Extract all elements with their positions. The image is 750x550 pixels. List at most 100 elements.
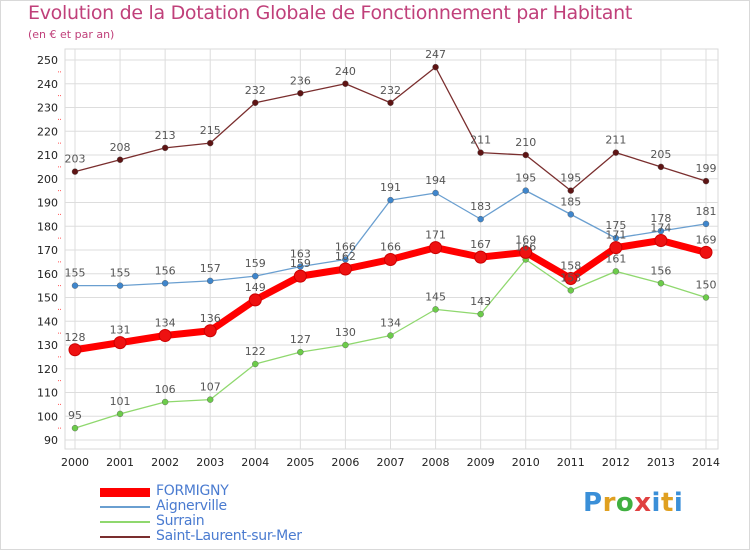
data-point <box>161 144 169 152</box>
x-tick-label: 2005 <box>286 456 314 469</box>
data-point <box>429 241 443 255</box>
data-label: 194 <box>425 174 446 187</box>
y-tick-label: 240 <box>37 78 58 91</box>
legend-swatch <box>100 506 150 508</box>
y-tick-label: 250 <box>37 54 58 67</box>
data-label: 143 <box>470 295 491 308</box>
data-point <box>522 151 529 159</box>
data-label: 174 <box>650 222 671 235</box>
x-tick-label: 2004 <box>241 456 269 469</box>
data-point <box>564 272 578 285</box>
x-tick-label: 2012 <box>602 456 630 469</box>
y-tick-label: 190 <box>37 197 58 210</box>
legend-swatch <box>100 536 150 538</box>
data-point <box>387 99 394 106</box>
data-label: 169 <box>515 233 536 246</box>
data-point <box>387 196 394 204</box>
data-label: 157 <box>200 262 221 275</box>
data-point <box>387 332 394 339</box>
legend-label: Surrain <box>156 513 205 529</box>
data-point <box>158 329 172 342</box>
data-label: 161 <box>605 252 626 265</box>
data-label: 134 <box>155 317 176 330</box>
x-tick-label: 2014 <box>692 456 720 469</box>
data-point <box>68 343 82 357</box>
data-point <box>113 336 127 350</box>
y-tick-label: 140 <box>37 315 58 328</box>
data-label: 181 <box>696 205 717 218</box>
data-point <box>519 245 533 259</box>
data-point <box>657 280 665 287</box>
proxiti-logo: Proxiti <box>583 488 684 518</box>
data-label: 166 <box>380 241 401 254</box>
data-point <box>207 277 214 285</box>
data-label: 247 <box>425 48 446 61</box>
data-point <box>474 250 488 264</box>
y-tick-label: 130 <box>37 339 58 352</box>
data-point <box>161 398 169 406</box>
data-label: 166 <box>335 241 356 254</box>
data-label: 215 <box>200 124 221 137</box>
chart-title: Evolution de la Dotation Globale de Fonc… <box>28 2 633 24</box>
data-point <box>116 156 124 163</box>
data-point <box>342 80 349 87</box>
data-point <box>699 245 713 259</box>
data-label: 195 <box>515 172 536 185</box>
data-point <box>477 310 484 318</box>
data-point <box>71 424 79 432</box>
data-label: 167 <box>470 238 491 251</box>
x-tick-label: 2002 <box>151 456 179 469</box>
data-point <box>203 324 217 338</box>
data-label: 159 <box>245 257 266 270</box>
data-label: 171 <box>425 229 446 242</box>
data-point <box>248 293 262 307</box>
data-label: 195 <box>560 172 581 185</box>
data-point <box>567 287 574 294</box>
data-label: 156 <box>155 264 176 277</box>
data-point <box>252 360 259 368</box>
data-label: 155 <box>110 267 131 280</box>
data-label: 128 <box>65 331 86 344</box>
legend-label: Saint-Laurent-sur-Mer <box>156 528 302 544</box>
data-point <box>657 163 665 171</box>
y-tick-label: 110 <box>37 387 58 400</box>
data-label: 131 <box>110 324 131 337</box>
data-label: 208 <box>110 141 131 154</box>
data-point <box>71 168 79 175</box>
x-tick-label: 2013 <box>647 456 675 469</box>
data-label: 95 <box>68 409 82 422</box>
data-label: 166 <box>515 241 536 254</box>
y-tick-label: 90 <box>44 434 58 447</box>
data-point <box>654 234 668 247</box>
y-tick-label: 100 <box>37 410 58 423</box>
data-label: 153 <box>560 271 581 284</box>
data-label: 203 <box>65 153 86 166</box>
data-point <box>207 139 214 147</box>
data-point <box>432 63 439 71</box>
legend-label: Aignerville <box>156 498 227 514</box>
legend-swatch <box>100 521 150 523</box>
y-tick-label: 170 <box>37 244 58 257</box>
data-label: 183 <box>470 200 491 213</box>
data-point <box>477 149 484 156</box>
x-tick-label: 2000 <box>61 456 89 469</box>
x-tick-label: 2009 <box>467 456 495 469</box>
data-point <box>71 282 79 289</box>
data-point <box>609 241 623 255</box>
data-label: 178 <box>650 212 671 225</box>
y-tick-label: 230 <box>37 102 58 115</box>
data-label: 211 <box>605 134 626 147</box>
data-point <box>522 187 529 194</box>
data-label: 158 <box>560 260 581 273</box>
x-tick-label: 2008 <box>422 456 450 469</box>
x-tick-label: 2011 <box>557 456 585 469</box>
data-label: 136 <box>200 312 221 325</box>
legend-swatch <box>100 487 150 497</box>
data-point <box>342 341 349 349</box>
data-point <box>252 272 259 280</box>
data-point <box>702 177 710 185</box>
data-label: 107 <box>200 381 221 394</box>
data-label: 169 <box>696 233 717 246</box>
data-label: 156 <box>650 264 671 277</box>
